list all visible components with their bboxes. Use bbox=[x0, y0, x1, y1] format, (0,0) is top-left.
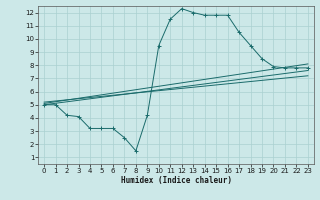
X-axis label: Humidex (Indice chaleur): Humidex (Indice chaleur) bbox=[121, 176, 231, 185]
